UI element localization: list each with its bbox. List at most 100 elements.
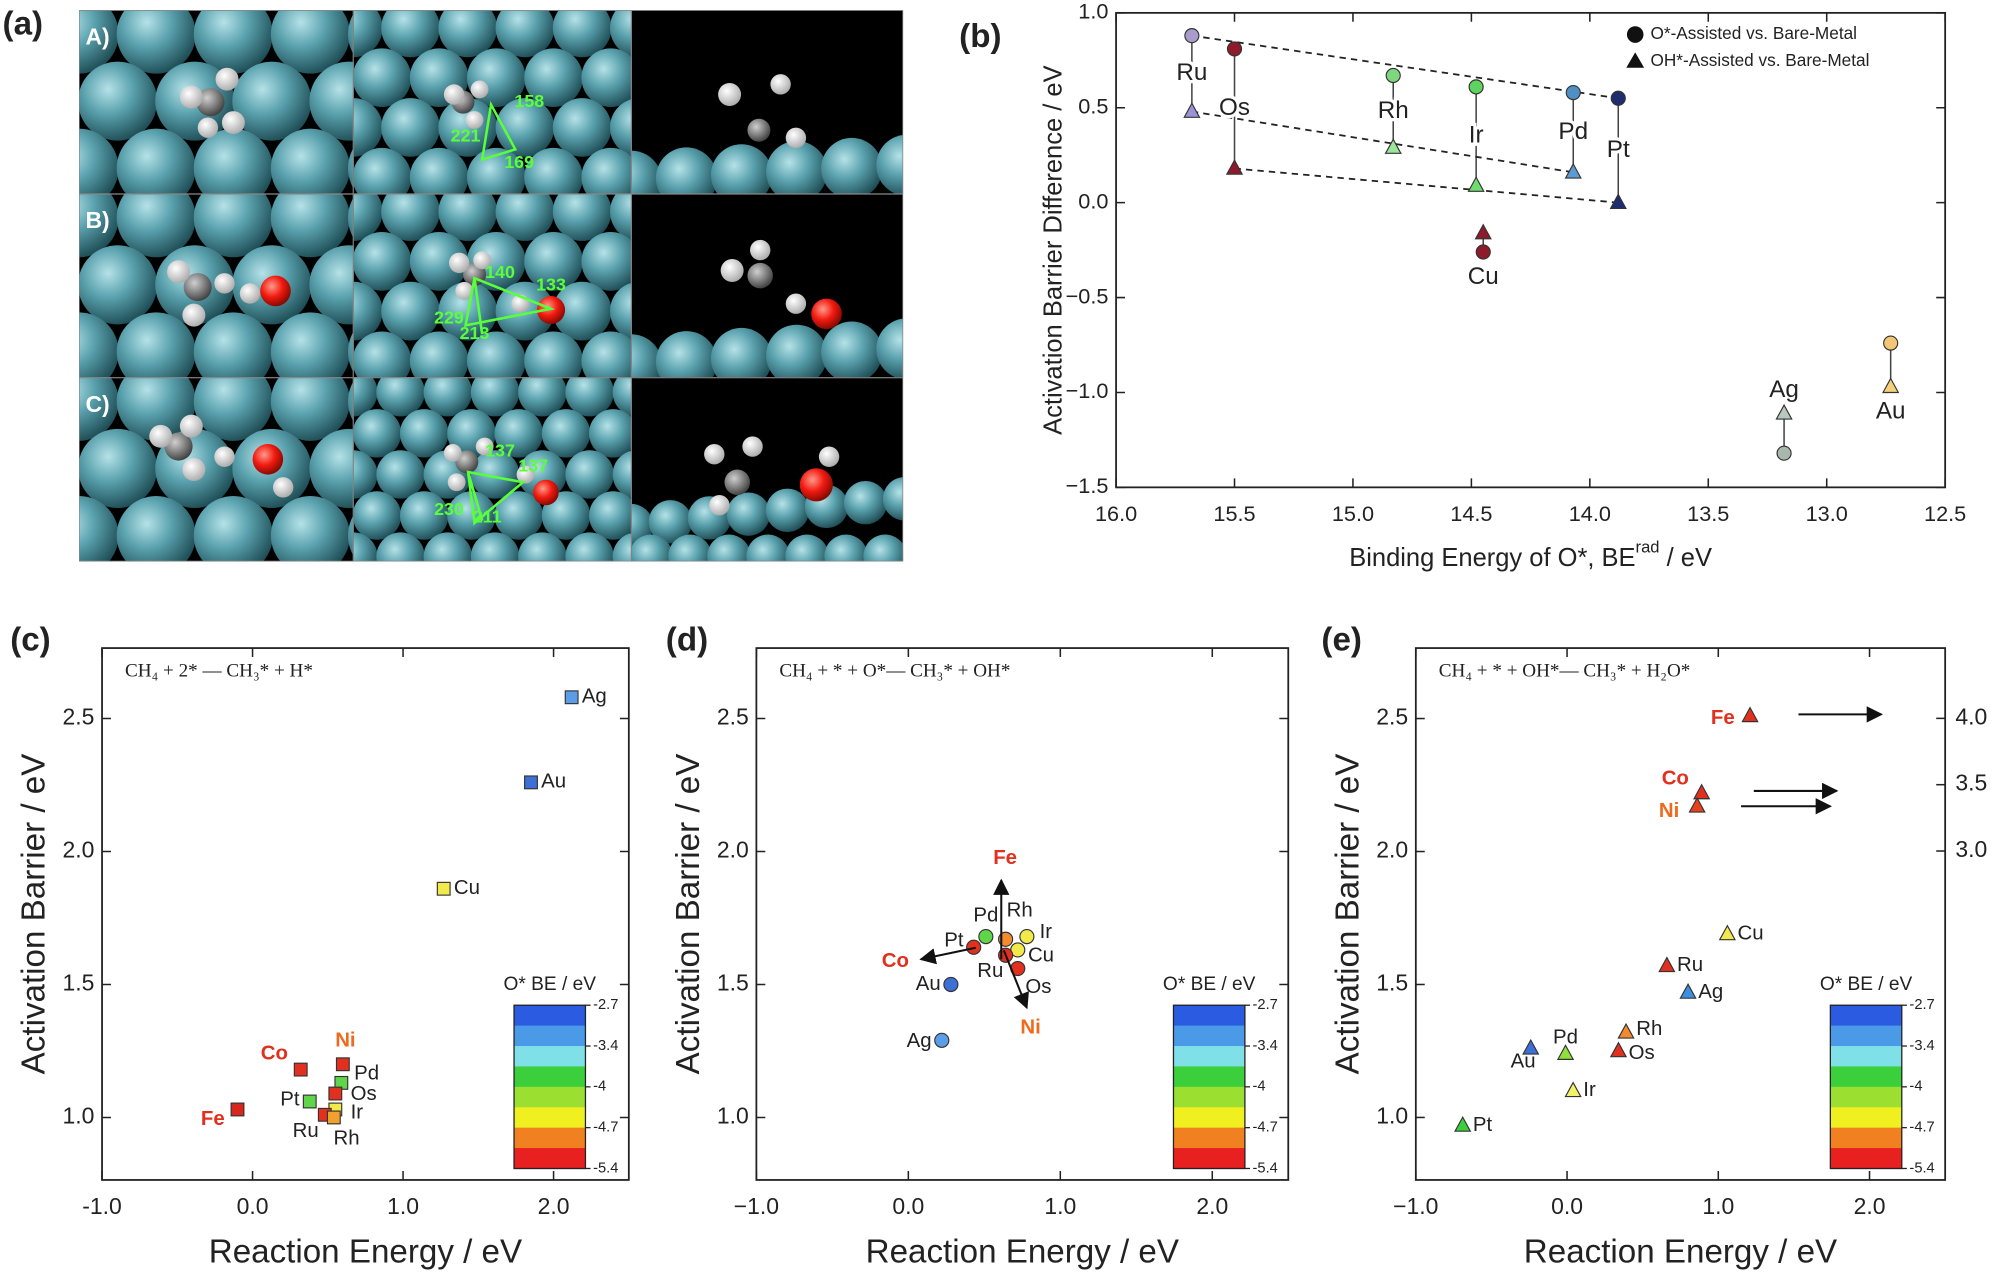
atom — [747, 262, 773, 289]
point — [1522, 1038, 1540, 1055]
metal-atom — [399, 491, 449, 540]
metal-atom — [353, 331, 412, 378]
metal-atom — [438, 98, 498, 157]
row-label: B) — [85, 207, 109, 233]
point-label: Pd — [1553, 1027, 1578, 1049]
point — [1718, 924, 1736, 941]
metal-atom — [193, 377, 273, 441]
metal-atom — [0, 178, 42, 257]
metal-atom — [347, 197, 354, 238]
metal-atom — [495, 193, 555, 241]
point — [1610, 90, 1626, 106]
trend-guide — [1234, 167, 1619, 204]
metal-atom — [270, 10, 350, 74]
metal-atom — [232, 61, 312, 141]
metal-atom — [438, 10, 498, 58]
metal-atom — [79, 245, 158, 325]
x-tick-label: -1.0 — [82, 1193, 122, 1219]
atom — [747, 118, 771, 142]
cell — [353, 377, 637, 622]
metal-atom — [0, 362, 42, 441]
y-axis-label: Activation Barrier / eV — [1329, 754, 1366, 1075]
colorbar-band — [514, 1127, 586, 1149]
colorbar-band — [1173, 1005, 1245, 1027]
point — [978, 929, 994, 945]
point-label: Ir — [1583, 1079, 1596, 1101]
metal-atom — [612, 377, 632, 416]
colorbar-band — [1830, 1107, 1902, 1129]
point-label: Rh — [1007, 900, 1033, 922]
colorbar-tick-label: -5.4 — [1253, 1160, 1278, 1176]
metal-atom — [565, 377, 614, 417]
metal-atom — [524, 331, 583, 378]
metal-atom — [589, 574, 637, 622]
point-label: Co — [261, 1043, 288, 1065]
point — [1019, 929, 1035, 945]
metal-atom — [518, 377, 567, 417]
y-tick-label: 1.0 — [717, 1103, 749, 1129]
metal-atom — [612, 450, 632, 499]
x-tick-label: −1.0 — [1393, 1193, 1438, 1219]
point-label: Au — [1511, 1051, 1536, 1073]
point-label: Au — [1876, 398, 1906, 425]
metal-atom — [655, 147, 718, 194]
point-label: Fe — [1711, 707, 1735, 729]
metal-atom — [610, 99, 632, 156]
metal-atom — [79, 92, 81, 110]
point-label: Rh — [334, 1128, 360, 1150]
y-tick-label: 2.5 — [717, 704, 749, 730]
metal-atom — [309, 245, 354, 325]
metal-atom — [612, 533, 632, 562]
point — [1776, 445, 1792, 461]
atom — [196, 88, 225, 117]
metal-atom — [376, 450, 425, 499]
atom — [818, 446, 840, 467]
colorbar-title: O* BE / eV — [504, 974, 597, 995]
metal-atom — [707, 534, 751, 562]
metal-atom — [270, 496, 350, 562]
point — [1384, 138, 1402, 154]
y-tick-label: 0.5 — [1078, 93, 1108, 118]
metal-atom — [648, 500, 693, 544]
point-label: Ru — [293, 1120, 319, 1142]
point-label: Os — [351, 1083, 377, 1105]
metal-atom — [381, 98, 440, 157]
metal-atom — [565, 532, 614, 562]
atom — [272, 477, 294, 498]
x-tick-label: 12.5 — [1924, 501, 1966, 526]
metal-atom — [542, 574, 590, 622]
metal-atom — [399, 409, 449, 458]
y-tick-label: 1.0 — [62, 1103, 94, 1129]
metal-atom — [552, 10, 612, 58]
colorbar-band — [1830, 1005, 1902, 1027]
metal-atom — [79, 10, 119, 74]
x-tick-label: 16.0 — [1095, 501, 1137, 526]
trend-guide — [1191, 110, 1574, 174]
metal-atom — [409, 232, 469, 291]
angle-label: 213 — [460, 323, 490, 343]
metal-atom — [902, 551, 904, 562]
metal-atom — [710, 327, 773, 378]
y-tick-label: 1.0 — [1078, 0, 1108, 24]
point-label: Os — [1025, 976, 1051, 998]
legend-label: OH*-Assisted vs. Bare-Metal — [1651, 50, 1870, 70]
point — [934, 1032, 950, 1048]
point-label: Cu — [1468, 263, 1499, 290]
x-tick-label: 1.0 — [1044, 1193, 1076, 1219]
y2-tick-label: 4.0 — [1955, 703, 1987, 729]
point-label: Ni — [1659, 800, 1679, 822]
atom — [785, 127, 807, 149]
point-label: Pt — [280, 1089, 300, 1111]
metal-atom — [876, 318, 904, 378]
metal-atom — [581, 48, 632, 108]
point-label: Ir — [351, 1102, 364, 1124]
metal-atom — [581, 0, 640, 7]
metal-atom — [353, 193, 383, 241]
metal-atom — [0, 312, 42, 391]
colorbar-tick-label: -2.7 — [1909, 997, 1934, 1013]
point-label: Pd — [354, 1062, 379, 1084]
metal-atom — [116, 193, 196, 258]
metal-atom — [381, 193, 440, 241]
